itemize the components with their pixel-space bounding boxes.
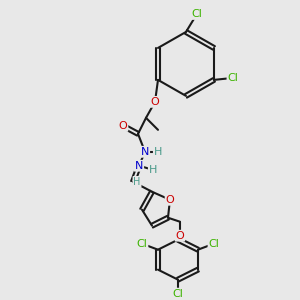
Text: O: O <box>119 121 128 131</box>
Text: Cl: Cl <box>172 289 183 298</box>
Text: Cl: Cl <box>227 73 238 83</box>
Text: N: N <box>135 161 143 171</box>
Text: O: O <box>166 195 174 205</box>
Text: O: O <box>151 97 159 107</box>
Text: H: H <box>149 165 157 175</box>
Text: Cl: Cl <box>191 9 203 19</box>
Text: Cl: Cl <box>136 239 147 249</box>
Text: H: H <box>154 147 162 157</box>
Text: N: N <box>141 147 149 157</box>
Text: H: H <box>133 177 141 187</box>
Text: O: O <box>176 231 184 241</box>
Text: Cl: Cl <box>208 239 219 249</box>
